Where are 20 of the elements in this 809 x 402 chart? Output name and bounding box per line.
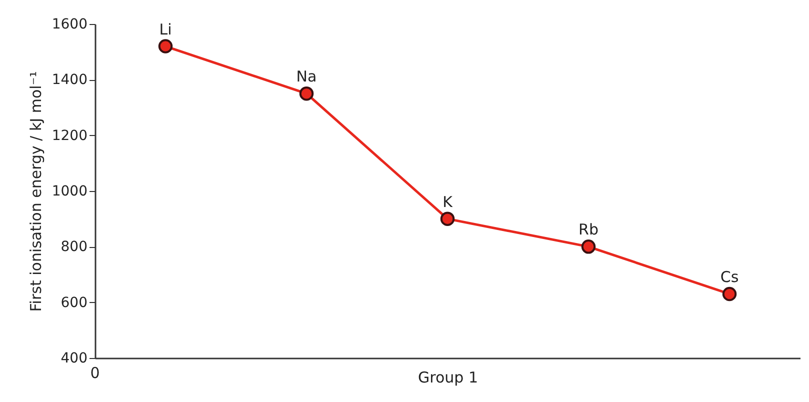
text: 0	[90, 364, 100, 382]
point	[158, 39, 173, 54]
point	[722, 286, 737, 302]
y-tick-label: 400	[60, 350, 88, 366]
y-axis-title: First ionisation energy / kJ mol⁻¹	[26, 71, 45, 312]
y-tick-label: 800	[60, 239, 88, 256]
x-tick-label: Cs	[720, 268, 739, 286]
y-tick-label: 600	[60, 294, 88, 311]
y-tick-label: 1000	[52, 184, 88, 200]
point	[299, 86, 314, 101]
point	[440, 212, 455, 226]
x-tick-label: Li	[159, 20, 172, 38]
y-tick-label: 1400	[52, 72, 88, 88]
x-tick-label: Na	[296, 68, 317, 86]
point	[581, 240, 596, 254]
x-axis-title: Group 1	[418, 368, 478, 386]
x-tick-label: K	[442, 192, 454, 211]
x-tick-label: Rb	[578, 220, 598, 239]
y-tick-label: 1200	[52, 128, 88, 144]
y-tick-label: 1600	[52, 16, 88, 32]
